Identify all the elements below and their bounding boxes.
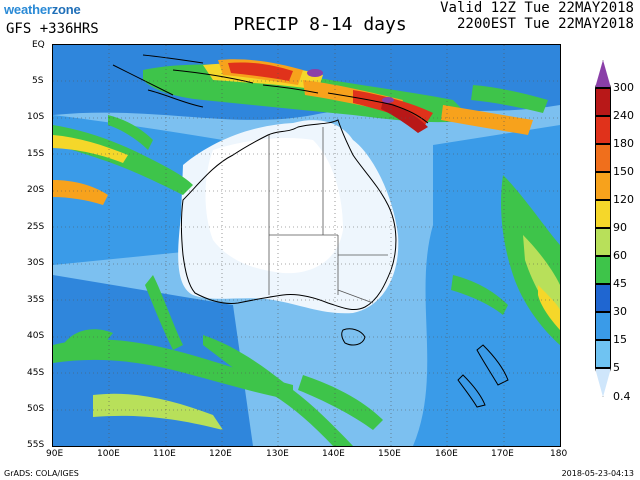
- weatherzone-logo: weatherzone: [4, 2, 81, 17]
- lat-label-10s: 10S: [27, 112, 45, 122]
- lon-label-160e: 160E: [435, 449, 458, 459]
- lon-label-170e: 170E: [491, 449, 514, 459]
- colorbar-segment-30: [595, 284, 611, 312]
- lat-label-eq: EQ: [32, 40, 45, 50]
- colorbar-segment-90: [595, 200, 611, 228]
- colorbar-segment-45: [595, 256, 611, 284]
- colorbar-segment-0-4: [595, 368, 611, 397]
- lon-label-120e: 120E: [209, 449, 232, 459]
- valid-line-1: Valid 12Z Tue 22MAY2018: [440, 0, 634, 16]
- valid-line-2: 2200EST Tue 22MAY2018: [456, 16, 634, 32]
- lon-label-110e: 110E: [153, 449, 176, 459]
- brand-suffix-text: zone: [51, 2, 81, 17]
- lon-label-150e: 150E: [378, 449, 401, 459]
- legend-label-0-4: 0.4: [613, 390, 631, 403]
- legend-label-15: 15: [613, 333, 627, 346]
- lat-label-30s: 30S: [27, 258, 45, 268]
- valid-time: Valid 12Z Tue 22MAY2018 2200EST Tue 22MA…: [440, 0, 634, 32]
- lat-label-15s: 15S: [27, 149, 45, 159]
- lat-label-25s: 25S: [27, 222, 45, 232]
- colorbar-segment-150: [595, 144, 611, 172]
- lat-label-50s: 50S: [27, 404, 45, 414]
- lat-label-5s: 5S: [32, 76, 44, 86]
- colorbar-segment-15: [595, 312, 611, 340]
- colorbar-segment-120: [595, 172, 611, 200]
- lat-label-20s: 20S: [27, 185, 45, 195]
- colorbar-segment-300: [595, 60, 611, 88]
- footer-credit: GrADS: COLA/IGES: [4, 469, 79, 478]
- legend-label-5: 5: [613, 361, 620, 374]
- legend-label-180: 180: [613, 137, 634, 150]
- lat-label-40s: 40S: [27, 331, 45, 341]
- lon-label-180: 180: [550, 449, 568, 459]
- precip-map-svg: [53, 45, 560, 446]
- brand-main-text: weather: [4, 2, 52, 17]
- colorbar-segment-60: [595, 228, 611, 256]
- legend-label-60: 60: [613, 249, 627, 262]
- precip-map: [52, 44, 561, 447]
- colorbar-segment-240: [595, 88, 611, 116]
- lon-label-140e: 140E: [322, 449, 345, 459]
- legend-label-90: 90: [613, 221, 627, 234]
- lon-label-100e: 100E: [97, 449, 120, 459]
- legend-label-150: 150: [613, 165, 634, 178]
- lat-label-55s: 55S: [27, 440, 45, 450]
- lat-label-45s: 45S: [27, 368, 45, 378]
- map-title: PRECIP 8-14 days: [233, 14, 407, 35]
- colorbar-segment-5: [595, 340, 611, 368]
- legend-label-45: 45: [613, 277, 627, 290]
- colorbar-segment-180: [595, 116, 611, 144]
- legend-label-30: 30: [613, 305, 627, 318]
- precip-colorbar: [595, 60, 611, 397]
- legend-label-240: 240: [613, 109, 634, 122]
- lat-label-35s: 35S: [27, 295, 45, 305]
- lon-label-90e: 90E: [46, 449, 64, 459]
- legend-label-300: 300: [613, 81, 634, 94]
- model-line: GFS +336HRS: [6, 21, 99, 37]
- lon-label-130e: 130E: [266, 449, 289, 459]
- legend-label-120: 120: [613, 193, 634, 206]
- footer-timestamp: 2018-05-23-04:13: [561, 469, 634, 478]
